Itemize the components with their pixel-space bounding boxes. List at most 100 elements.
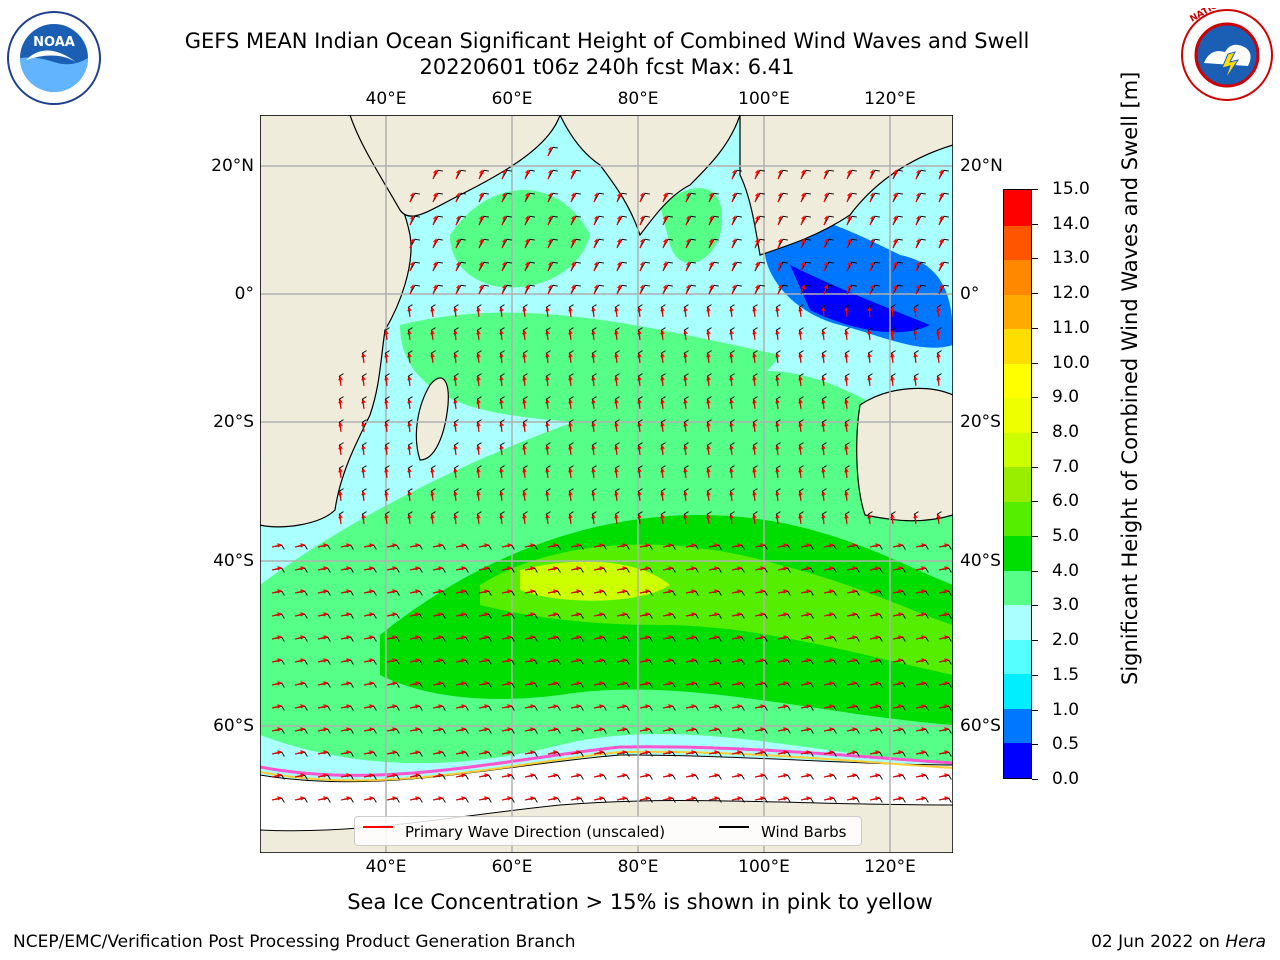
wave-direction-arrow	[616, 681, 627, 686]
wave-direction-arrow	[915, 215, 921, 226]
colorbar-tick-label: 9.0	[1052, 387, 1080, 408]
lon-tick-top-60e: 60°E	[491, 89, 533, 109]
colorbar-segment	[1004, 294, 1031, 330]
wave-direction-arrow	[754, 773, 765, 778]
wave-direction-arrow	[317, 773, 328, 778]
wave-direction-arrow	[476, 490, 481, 502]
wave-direction-arrow	[800, 284, 806, 295]
wave-direction-arrow	[409, 192, 415, 203]
colorbar-segment	[1004, 570, 1031, 606]
wave-direction-arrow	[800, 215, 806, 226]
wave-direction-arrow	[432, 238, 438, 249]
lat-tick-left-60s: 60°S	[213, 716, 254, 736]
wave-direction-arrow	[798, 375, 803, 387]
wave-direction-arrow	[754, 658, 765, 663]
wind-barb	[501, 169, 512, 180]
wave-direction-arrow	[685, 658, 696, 663]
wave-direction-arrow	[432, 566, 443, 571]
wave-direction-arrow	[616, 658, 627, 663]
wave-direction-arrow	[777, 589, 788, 594]
wind-barb	[846, 261, 857, 272]
wave-direction-arrow	[430, 306, 435, 318]
wave-direction-arrow	[915, 238, 921, 249]
wave-direction-arrow	[455, 566, 466, 571]
colorbar	[1003, 189, 1032, 779]
wave-direction-arrow	[453, 467, 458, 479]
wind-barb	[938, 238, 949, 249]
wave-direction-arrow	[915, 681, 926, 686]
wave-direction-arrow	[729, 352, 734, 364]
wave-direction-arrow	[409, 681, 420, 686]
wave-direction-arrow	[363, 589, 374, 594]
wave-direction-arrow	[936, 352, 941, 364]
wave-direction-arrow	[821, 467, 826, 479]
wind-barb	[432, 192, 443, 203]
wave-direction-arrow	[570, 169, 576, 180]
wave-direction-arrow	[938, 750, 949, 755]
wave-direction-arrow	[706, 444, 711, 456]
wave-direction-arrow	[547, 750, 558, 755]
wave-direction-arrow	[731, 284, 737, 295]
wave-direction-arrow	[777, 612, 788, 617]
wave-direction-arrow	[708, 589, 719, 594]
wave-direction-arrow	[591, 467, 596, 479]
colorbar-tick-label: 0.5	[1052, 734, 1080, 755]
wind-barb	[616, 238, 627, 249]
wave-direction-arrow	[593, 566, 604, 571]
wave-band-arabian-sea	[450, 190, 590, 288]
wave-direction-arrow	[662, 284, 668, 295]
wave-direction-arrow	[777, 727, 788, 732]
wave-direction-arrow	[752, 467, 757, 479]
wave-direction-arrow	[455, 635, 466, 640]
wave-direction-arrow	[616, 215, 622, 226]
wind-barb	[662, 238, 673, 249]
wave-direction-arrow	[869, 681, 880, 686]
wave-direction-arrow	[913, 329, 918, 341]
wave-direction-arrow	[639, 796, 650, 801]
wave-direction-arrow	[639, 238, 645, 249]
wave-direction-arrow	[430, 513, 435, 525]
wind-barb	[478, 261, 489, 272]
wave-direction-arrow	[524, 589, 535, 594]
wave-direction-arrow	[317, 612, 328, 617]
wave-direction-arrow	[731, 589, 742, 594]
wave-direction-arrow	[706, 398, 711, 410]
wave-direction-arrow	[499, 490, 504, 502]
wave-direction-arrow	[823, 238, 829, 249]
colorbar-tick-mark	[1032, 189, 1038, 190]
colorbar-segment	[1004, 604, 1031, 640]
wave-direction-arrow	[478, 773, 489, 778]
wave-direction-arrow	[800, 543, 811, 548]
wave-direction-arrow	[501, 612, 512, 617]
wave-direction-arrow	[317, 750, 328, 755]
wave-direction-arrow	[570, 727, 581, 732]
wave-direction-arrow	[637, 421, 642, 433]
wave-direction-arrow	[271, 543, 282, 548]
wave-direction-arrow	[476, 329, 481, 341]
wave-direction-arrow	[340, 589, 351, 594]
wave-band-indonesia-low	[790, 265, 930, 333]
wind-barb	[869, 261, 880, 272]
wave-direction-arrow	[869, 727, 880, 732]
wave-direction-arrow	[407, 352, 412, 364]
wave-direction-arrow	[938, 796, 949, 801]
colorbar-segment	[1004, 535, 1031, 571]
wind-barb	[593, 261, 604, 272]
wind-barb	[915, 284, 926, 295]
wave-direction-arrow	[867, 375, 872, 387]
wave-direction-arrow	[409, 566, 420, 571]
wave-direction-arrow	[522, 444, 527, 456]
colorbar-segment	[1004, 673, 1031, 709]
wave-direction-arrow	[614, 352, 619, 364]
wave-direction-arrow	[892, 727, 903, 732]
wave-direction-arrow	[616, 773, 627, 778]
wave-direction-arrow	[683, 444, 688, 456]
wind-barb	[432, 238, 443, 249]
land-india	[559, 115, 741, 237]
wave-direction-arrow	[915, 796, 926, 801]
wave-direction-arrow	[660, 352, 665, 364]
wave-direction-arrow	[708, 658, 719, 663]
wave-direction-arrow	[821, 329, 826, 341]
wave-direction-arrow	[499, 421, 504, 433]
wave-direction-arrow	[915, 773, 926, 778]
